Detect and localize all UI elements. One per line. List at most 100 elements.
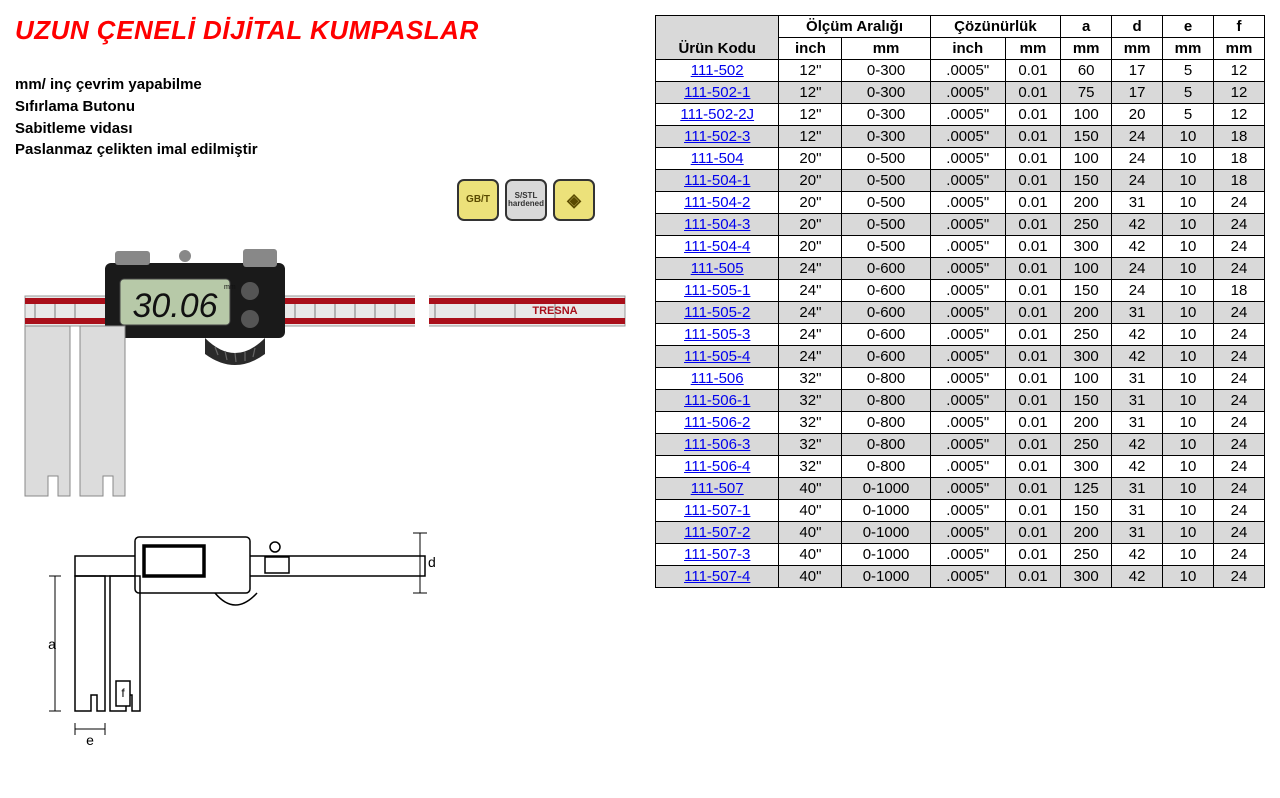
svg-text:mm: mm xyxy=(224,284,236,291)
product-code-link[interactable]: 111-505-1 xyxy=(684,282,750,299)
cell-code[interactable]: 111-507-2 xyxy=(656,522,779,544)
cell-code[interactable]: 111-505-2 xyxy=(656,302,779,324)
cell-code[interactable]: 111-507 xyxy=(656,478,779,500)
cell-value: .0005" xyxy=(930,214,1005,236)
product-code-link[interactable]: 111-502 xyxy=(691,62,744,79)
cell-value: 0.01 xyxy=(1005,280,1060,302)
cell-value: .0005" xyxy=(930,236,1005,258)
unit-header: mm xyxy=(1112,38,1163,60)
cell-value: 24 xyxy=(1213,500,1264,522)
product-code-link[interactable]: 111-505-2 xyxy=(684,304,750,321)
cell-value: 0.01 xyxy=(1005,192,1060,214)
cell-value: 24 xyxy=(1112,280,1163,302)
right-column: Ürün Kodu Ölçüm Aralığı Çözünürlük a d e… xyxy=(655,15,1265,751)
product-code-link[interactable]: 111-506-1 xyxy=(684,392,750,409)
product-code-link[interactable]: 111-507-4 xyxy=(684,568,750,585)
cell-code[interactable]: 111-505 xyxy=(656,258,779,280)
badge-gbt-icon: GB/T xyxy=(457,179,499,221)
cell-code[interactable]: 111-502-2J xyxy=(656,104,779,126)
cell-code[interactable]: 111-504-2 xyxy=(656,192,779,214)
cell-code[interactable]: 111-506-1 xyxy=(656,390,779,412)
cell-code[interactable]: 111-502-1 xyxy=(656,82,779,104)
col-a: a xyxy=(1061,16,1112,38)
cell-code[interactable]: 111-506-3 xyxy=(656,434,779,456)
product-code-link[interactable]: 111-504-3 xyxy=(684,216,750,233)
table-row: 111-505-224"0-600.0005"0.01200311024 xyxy=(656,302,1265,324)
product-code-link[interactable]: 111-504-2 xyxy=(684,194,750,211)
cell-value: 0-800 xyxy=(842,434,930,456)
cell-code[interactable]: 111-505-4 xyxy=(656,346,779,368)
cell-value: 24 xyxy=(1112,148,1163,170)
cell-value: 42 xyxy=(1112,324,1163,346)
cell-value: .0005" xyxy=(930,148,1005,170)
cell-value: 24 xyxy=(1213,566,1264,588)
cell-code[interactable]: 111-502-3 xyxy=(656,126,779,148)
cell-value: 40" xyxy=(779,522,842,544)
cell-value: 0-600 xyxy=(842,302,930,324)
cell-value: 24 xyxy=(1213,324,1264,346)
cell-value: 10 xyxy=(1163,456,1214,478)
cell-value: 150 xyxy=(1061,280,1112,302)
feature-line: Paslanmaz çelikten imal edilmiştir xyxy=(15,139,635,161)
table-row: 111-50632"0-800.0005"0.01100311024 xyxy=(656,368,1265,390)
product-code-link[interactable]: 111-504-4 xyxy=(684,238,750,255)
cell-code[interactable]: 111-505-1 xyxy=(656,280,779,302)
product-code-link[interactable]: 111-507-3 xyxy=(684,546,750,563)
cell-value: 31 xyxy=(1112,302,1163,324)
caliper-schematic: a d e f xyxy=(15,531,635,751)
product-code-link[interactable]: 111-504 xyxy=(691,150,744,167)
badge-diamond-icon: ◈ xyxy=(553,179,595,221)
cell-code[interactable]: 111-504-4 xyxy=(656,236,779,258)
product-code-link[interactable]: 111-507-2 xyxy=(684,524,750,541)
brand-text: TRESNA xyxy=(532,305,577,317)
cell-value: 24" xyxy=(779,258,842,280)
cell-value: 24 xyxy=(1213,412,1264,434)
cell-code[interactable]: 111-507-1 xyxy=(656,500,779,522)
cell-value: 10 xyxy=(1163,390,1214,412)
product-code-link[interactable]: 111-502-2J xyxy=(680,106,754,123)
table-row: 111-502-112"0-300.0005"0.017517512 xyxy=(656,82,1265,104)
cell-code[interactable]: 111-504-3 xyxy=(656,214,779,236)
cell-code[interactable]: 111-507-3 xyxy=(656,544,779,566)
product-code-link[interactable]: 111-506-3 xyxy=(684,436,750,453)
cell-value: 0.01 xyxy=(1005,82,1060,104)
table-row: 111-50524"0-600.0005"0.01100241024 xyxy=(656,258,1265,280)
product-code-link[interactable]: 111-506-2 xyxy=(684,414,750,431)
product-code-link[interactable]: 111-502-1 xyxy=(684,84,750,101)
product-code-link[interactable]: 111-504-1 xyxy=(684,172,750,189)
cell-value: 0-1000 xyxy=(842,522,930,544)
cell-value: 24 xyxy=(1213,302,1264,324)
cell-value: 31 xyxy=(1112,500,1163,522)
table-row: 111-50420"0-500.0005"0.01100241018 xyxy=(656,148,1265,170)
cell-code[interactable]: 111-507-4 xyxy=(656,566,779,588)
product-code-link[interactable]: 111-505-3 xyxy=(684,326,750,343)
cell-value: .0005" xyxy=(930,82,1005,104)
cell-value: 0-800 xyxy=(842,456,930,478)
cell-value: 200 xyxy=(1061,192,1112,214)
product-code-link[interactable]: 111-506-4 xyxy=(684,458,750,475)
cell-code[interactable]: 111-504 xyxy=(656,148,779,170)
product-code-link[interactable]: 111-507-1 xyxy=(684,502,750,519)
cell-code[interactable]: 111-506 xyxy=(656,368,779,390)
cell-value: .0005" xyxy=(930,324,1005,346)
table-row: 111-504-420"0-500.0005"0.01300421024 xyxy=(656,236,1265,258)
product-code-link[interactable]: 111-505-4 xyxy=(684,348,750,365)
table-row: 111-502-312"0-300.0005"0.01150241018 xyxy=(656,126,1265,148)
product-code-link[interactable]: 111-502-3 xyxy=(684,128,750,145)
cell-value: 10 xyxy=(1163,566,1214,588)
product-code-link[interactable]: 111-505 xyxy=(691,260,744,277)
cell-value: 32" xyxy=(779,456,842,478)
cell-code[interactable]: 111-506-2 xyxy=(656,412,779,434)
cell-value: 0-300 xyxy=(842,60,930,82)
cell-code[interactable]: 111-505-3 xyxy=(656,324,779,346)
product-code-link[interactable]: 111-506 xyxy=(691,370,744,387)
cell-code[interactable]: 111-504-1 xyxy=(656,170,779,192)
cell-value: .0005" xyxy=(930,170,1005,192)
cell-value: 20" xyxy=(779,214,842,236)
product-code-link[interactable]: 111-507 xyxy=(691,480,744,497)
table-row: 111-504-320"0-500.0005"0.01250421024 xyxy=(656,214,1265,236)
cell-code[interactable]: 111-506-4 xyxy=(656,456,779,478)
cell-value: 18 xyxy=(1213,280,1264,302)
cell-value: 12" xyxy=(779,104,842,126)
cell-code[interactable]: 111-502 xyxy=(656,60,779,82)
